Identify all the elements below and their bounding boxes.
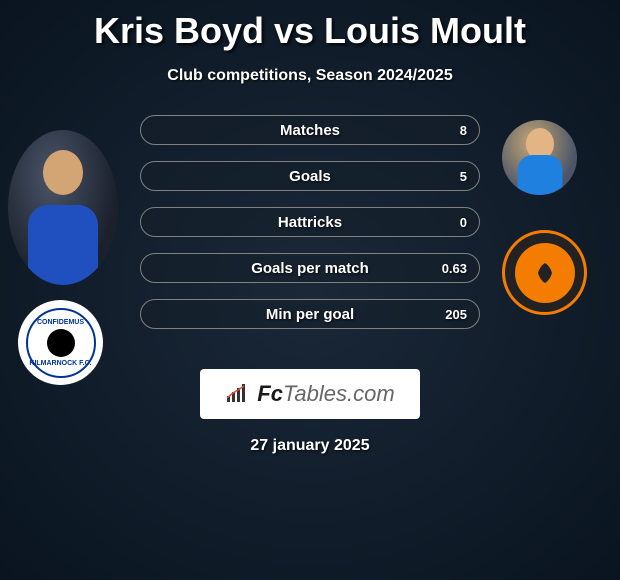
avatar-body: [28, 205, 98, 285]
club-badge-right: [502, 230, 602, 315]
stat-row-goals: Goals 5: [140, 161, 480, 191]
page-title: Kris Boyd vs Louis Moult: [10, 10, 610, 52]
stat-value-right: 0: [460, 215, 467, 230]
chart-icon: [225, 384, 249, 404]
lion-icon: [530, 258, 560, 288]
logo-tables: Tables: [283, 381, 347, 406]
stat-value-right: 0.63: [442, 261, 467, 276]
stat-label: Min per goal: [266, 306, 354, 323]
fctables-logo: FcTables.com: [200, 369, 420, 419]
stat-row-hattricks: Hattricks 0: [140, 207, 480, 237]
avatar-body: [517, 155, 562, 195]
badge-inner: CONFIDEMUS KILMARNOCK F.C.: [26, 308, 96, 378]
logo-fc: Fc: [257, 381, 283, 406]
badge-circle: CONFIDEMUS KILMARNOCK F.C.: [18, 300, 103, 385]
date-text: 27 january 2025: [10, 437, 610, 455]
player-left-panel: CONFIDEMUS KILMARNOCK F.C.: [8, 130, 118, 385]
stat-row-min-per-goal: Min per goal 205: [140, 299, 480, 329]
avatar-head: [43, 150, 83, 195]
logo-text: FcTables.com: [257, 381, 394, 407]
stat-label: Goals per match: [251, 260, 369, 277]
badge-inner: [515, 243, 575, 303]
stats-area: Matches 8 Goals 5 Hattricks 0 Goals per …: [140, 115, 480, 329]
club-badge-left: CONFIDEMUS KILMARNOCK F.C.: [18, 300, 118, 385]
player-right-avatar: [502, 120, 577, 195]
badge-ball-icon: [47, 329, 75, 357]
badge-text-top: CONFIDEMUS: [37, 319, 84, 326]
comparison-card: Kris Boyd vs Louis Moult Club competitio…: [0, 0, 620, 465]
stat-label: Matches: [280, 122, 340, 139]
stat-row-matches: Matches 8: [140, 115, 480, 145]
logo-com: .com: [347, 381, 395, 406]
badge-text-bottom: KILMARNOCK F.C.: [29, 360, 91, 367]
player-right-panel: [502, 120, 612, 315]
stat-label: Goals: [289, 168, 331, 185]
stat-value-right: 8: [460, 123, 467, 138]
stat-value-right: 5: [460, 169, 467, 184]
stat-row-goals-per-match: Goals per match 0.63: [140, 253, 480, 283]
badge-circle: [502, 230, 587, 315]
stat-label: Hattricks: [278, 214, 342, 231]
subtitle: Club competitions, Season 2024/2025: [10, 67, 610, 85]
player-left-avatar: [8, 130, 118, 285]
stat-value-right: 205: [445, 307, 467, 322]
